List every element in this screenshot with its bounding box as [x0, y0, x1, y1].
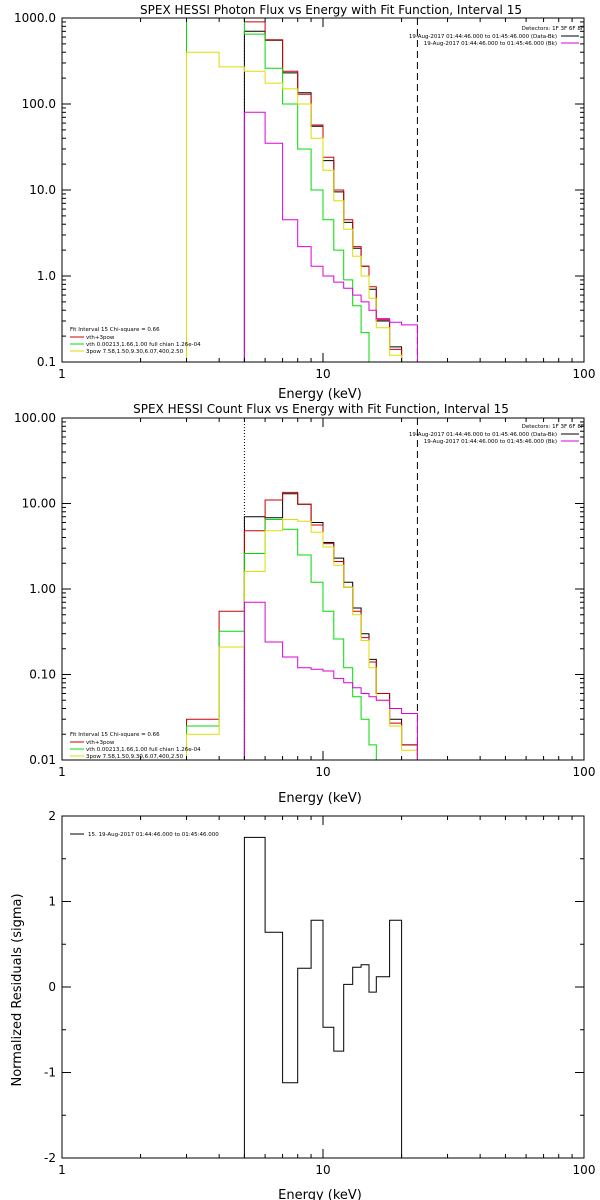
y-tick-label: 1000.0	[14, 11, 56, 25]
legend-bottom-entry: vth 0.00213,1.66,1.00 full chian 1.26e-0…	[70, 342, 201, 348]
series-line	[186, 519, 391, 760]
legend-top-entry: 19-Aug-2017 01:44:46.000 to 01:45:46.000…	[424, 41, 579, 47]
y-tick-label: -2	[44, 1151, 56, 1165]
photon-flux-panel: SPEX HESSI Photon Flux vs Energy with Fi…	[14, 3, 596, 402]
x-tick-label: 100	[573, 367, 596, 381]
series-line	[186, 18, 377, 362]
legend-top-entry: 15. 19-Aug-2017 01:44:46.000 to 01:45:46…	[70, 832, 219, 838]
y-tick-label: 0.01	[29, 753, 56, 767]
count-flux-panel: SPEX HESSI Count Flux vs Energy with Fit…	[14, 402, 596, 806]
legend-top-header: Detectors: 1F 3F 6F 8F	[522, 424, 584, 430]
y-tick-label: 1	[48, 895, 56, 909]
x-tick-label: 100	[573, 765, 596, 779]
y-tick-label: 10.0	[29, 183, 56, 197]
residuals-panel: Normalized Residuals (sigma) Energy (keV…	[10, 809, 595, 1200]
legend-bottom-entry: vth 0.00213,1.66,1.00 full chian 1.26e-0…	[70, 747, 201, 753]
x-tick-label: 1	[58, 765, 66, 779]
plot-area: 1 10 100 0.1 1.0 10.0 100.0 1000.0	[14, 11, 596, 381]
panel-title: SPEX HESSI Count Flux vs Energy with Fit…	[133, 402, 509, 416]
y-axis-label: Normalized Residuals (sigma)	[10, 893, 25, 1086]
legend-bottom-header: Fit Interval 15 Chi-square = 0.66	[70, 327, 160, 333]
legend-top-label: 19-Aug-2017 01:44:46.000 to 01:45:46.000…	[424, 41, 557, 47]
y-tick-label: 10.00	[22, 497, 56, 511]
y-tick-label: 1.00	[29, 582, 56, 596]
legend-bottom-label: 3pow 7.58,1.50,9.30,6.07,400,2.50	[86, 349, 184, 355]
panel-title: SPEX HESSI Photon Flux vs Energy with Fi…	[140, 3, 522, 17]
x-tick-label: 1	[58, 367, 66, 381]
legend-top-entry: 19-Aug-2017 01:44:46.000 to 01:45:46.000…	[424, 439, 579, 445]
legend-bottom-label: 3pow 7.58,1.50,9.30,6.07,400,2.50	[86, 754, 184, 760]
legend-top-entry: 19-Aug-2017 01:44:46.000 to 01:45:46.000…	[409, 34, 579, 40]
legend-top-label: 19-Aug-2017 01:44:46.000 to 01:45:46.000…	[424, 439, 557, 445]
legend-bottom-label: vth+3pow	[86, 335, 115, 341]
series-line	[243, 836, 403, 1158]
x-tick-label: 100	[573, 1163, 596, 1177]
y-tick-label: 0.1	[37, 355, 56, 369]
legend-top-label: 19-Aug-2017 01:44:46.000 to 01:45:46.000…	[409, 34, 557, 40]
y-tick-label: -1	[44, 1066, 56, 1080]
x-tick-label: 1	[58, 1163, 66, 1177]
legend-bottom-label: vth 0.00213,1.66,1.00 full chian 1.26e-0…	[86, 747, 201, 753]
x-axis-label: Energy (keV)	[278, 791, 362, 806]
legend-top-header: Detectors: 1F 3F 6F 8F	[522, 26, 584, 32]
legend-bottom-entry: 3pow 7.58,1.50,9.30,6.07,400,2.50	[70, 754, 184, 760]
series-layer	[186, 418, 418, 760]
series-line	[243, 111, 418, 362]
legend-bottom-entry: vth+3pow	[70, 740, 115, 746]
plot-area: 1 10 100 -2 -1 0 1 2	[44, 809, 596, 1177]
plot-area: 1 10 100 0.01 0.10 1.00 10.00 100.00	[14, 411, 596, 779]
y-tick-label: 100.00	[14, 411, 56, 425]
legend-top-label: 19-Aug-2017 01:44:46.000 to 01:45:46.000…	[409, 432, 557, 438]
x-tick-label: 10	[315, 765, 330, 779]
series-line	[243, 601, 418, 760]
legend-top-label: 15. 19-Aug-2017 01:44:46.000 to 01:45:46…	[88, 832, 219, 838]
series-layer	[243, 836, 403, 1158]
y-tick-label: 0	[48, 980, 56, 994]
legend-bottom-entry: vth+3pow	[70, 335, 115, 341]
x-tick-label: 10	[315, 1163, 330, 1177]
legend-bottom-entry: 3pow 7.58,1.50,9.30,6.07,400,2.50	[70, 349, 184, 355]
x-tick-label: 10	[315, 367, 330, 381]
legend-bottom-label: vth 0.00213,1.66,1.00 full chian 1.26e-0…	[86, 342, 201, 348]
legend-bottom-header: Fit Interval 15 Chi-square = 0.66	[70, 732, 160, 738]
series-line	[186, 51, 403, 362]
y-tick-label: 1.0	[37, 269, 56, 283]
series-layer	[186, 18, 418, 362]
legend-top-entry: 19-Aug-2017 01:44:46.000 to 01:45:46.000…	[409, 432, 579, 438]
y-tick-label: 0.10	[29, 668, 56, 682]
y-tick-label: 2	[48, 809, 56, 823]
legend-bottom-label: vth+3pow	[86, 740, 115, 746]
x-axis-label: Energy (keV)	[278, 1188, 362, 1200]
y-tick-label: 100.0	[22, 97, 56, 111]
x-axis-label: Energy (keV)	[278, 387, 362, 402]
